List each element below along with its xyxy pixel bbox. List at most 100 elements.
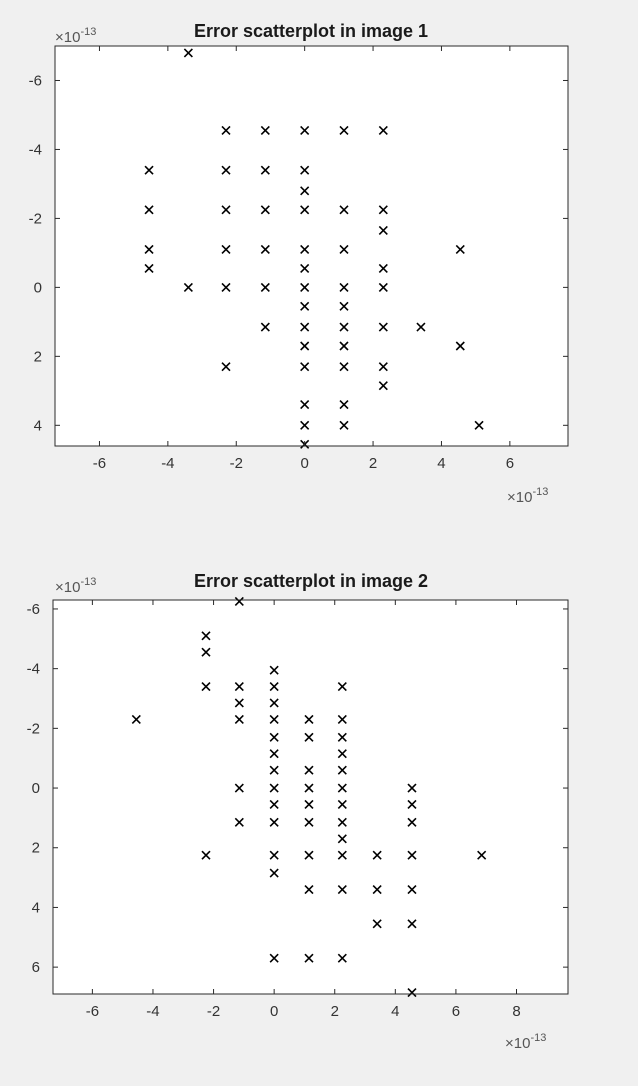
scatter-point	[221, 125, 231, 136]
scatter-point	[304, 783, 314, 793]
y-tick-label: 4	[32, 899, 40, 916]
scatter-point	[339, 282, 349, 292]
scatter-point	[269, 698, 279, 708]
scatter-point	[269, 850, 279, 860]
x-tick-label: -6	[86, 1003, 99, 1020]
scatter-point	[221, 362, 231, 372]
scatter-point	[300, 400, 310, 410]
scatter-point	[234, 698, 244, 708]
scatter-point	[339, 322, 349, 332]
y-tick-label: 0	[32, 780, 40, 797]
scatter-point	[300, 282, 310, 292]
scatter-point	[269, 783, 279, 793]
scatter-point	[269, 799, 279, 810]
scatter-point	[337, 953, 347, 963]
scatter-point	[304, 884, 314, 895]
scatter-point	[337, 817, 347, 827]
y-tick-label: 4	[34, 417, 42, 434]
y-exponent-label-2: ×10-13	[55, 576, 96, 596]
scatter-point	[234, 714, 244, 724]
y-tick-label: -2	[27, 720, 40, 737]
scatter-point	[234, 596, 244, 607]
scatter-point	[378, 282, 388, 292]
scatter-point	[304, 799, 314, 810]
scatter-point	[378, 381, 388, 391]
scatter-point	[407, 817, 417, 827]
scatter-point	[260, 282, 270, 292]
scatter-point	[407, 850, 417, 860]
scatter-point	[407, 884, 417, 895]
x-tick-label: -2	[230, 455, 243, 472]
scatter-point	[378, 125, 388, 136]
scatter-point	[337, 799, 347, 810]
scatter-point	[378, 322, 388, 332]
scatter-point	[300, 263, 310, 273]
scatterplot-image-2: -6 -4 -2 0 2 4 6 8 -6 -4 -2 0 2 4 6 Error scatterplot …	[27, 571, 569, 1052]
scatter-point	[339, 341, 349, 351]
scatter-point	[221, 282, 231, 292]
scatterplot-image-1: -6 -4 -2 0 2 4 6 -6 -4 -2 0 2 4 Error scatterplot in…	[29, 21, 569, 506]
scatter-point	[337, 834, 347, 844]
scatter-point	[144, 205, 154, 215]
scatter-points-1	[144, 48, 484, 449]
scatter-point	[300, 322, 310, 332]
y-exponent-label-1: ×10-13	[55, 26, 96, 46]
scatter-point	[269, 749, 279, 759]
scatter-point	[260, 205, 270, 215]
scatter-point	[378, 362, 388, 372]
scatter-point	[300, 186, 310, 196]
scatter-point	[337, 765, 347, 775]
scatter-point	[339, 244, 349, 255]
y-tick-label: -6	[29, 72, 42, 89]
scatter-point	[339, 125, 349, 136]
scatter-point	[337, 732, 347, 742]
scatter-point	[378, 205, 388, 215]
scatter-point	[300, 165, 310, 175]
scatter-point	[183, 282, 193, 292]
plot-area-1	[55, 46, 568, 446]
scatter-point	[339, 420, 349, 430]
x-tick-label: 0	[270, 1003, 278, 1020]
scatter-point	[304, 850, 314, 860]
scatter-point	[372, 884, 382, 895]
x-tick-label: -4	[161, 455, 174, 472]
scatter-point	[407, 987, 417, 998]
x-tick-label: 0	[300, 455, 308, 472]
scatter-point	[269, 665, 279, 675]
scatter-point	[201, 631, 211, 641]
x-tick-label: -6	[93, 455, 106, 472]
scatter-point	[269, 868, 279, 878]
scatter-point	[144, 244, 154, 255]
scatter-point	[183, 48, 193, 58]
y-tick-label: -6	[27, 601, 40, 618]
scatter-point	[337, 681, 347, 692]
scatter-point	[337, 714, 347, 724]
y-tick-label: -4	[29, 141, 42, 158]
scatter-point	[221, 205, 231, 215]
plot-area-2	[53, 600, 568, 994]
scatter-point	[372, 850, 382, 860]
x-tick-label: 6	[506, 455, 514, 472]
scatter-point	[300, 244, 310, 255]
x-tick-label: -4	[146, 1003, 159, 1020]
scatter-point	[339, 205, 349, 215]
scatter-point	[337, 884, 347, 895]
scatter-point	[339, 301, 349, 311]
x-exponent-label-2: ×10-13	[505, 1032, 546, 1052]
scatter-point	[378, 263, 388, 273]
scatter-point	[221, 244, 231, 255]
x-tick-label: 4	[391, 1003, 399, 1020]
x-tick-label: 2	[331, 1003, 339, 1020]
scatter-point	[234, 783, 244, 793]
scatter-point	[300, 125, 310, 136]
scatter-point	[455, 244, 465, 255]
scatter-point	[337, 850, 347, 860]
scatter-point	[300, 420, 310, 430]
scatter-point	[201, 681, 211, 692]
scatter-point	[407, 783, 417, 793]
y-tick-label: 0	[34, 279, 42, 296]
axes-box-1	[54, 45, 569, 447]
scatter-point	[144, 263, 154, 273]
scatter-point	[260, 322, 270, 332]
scatter-point	[337, 749, 347, 759]
